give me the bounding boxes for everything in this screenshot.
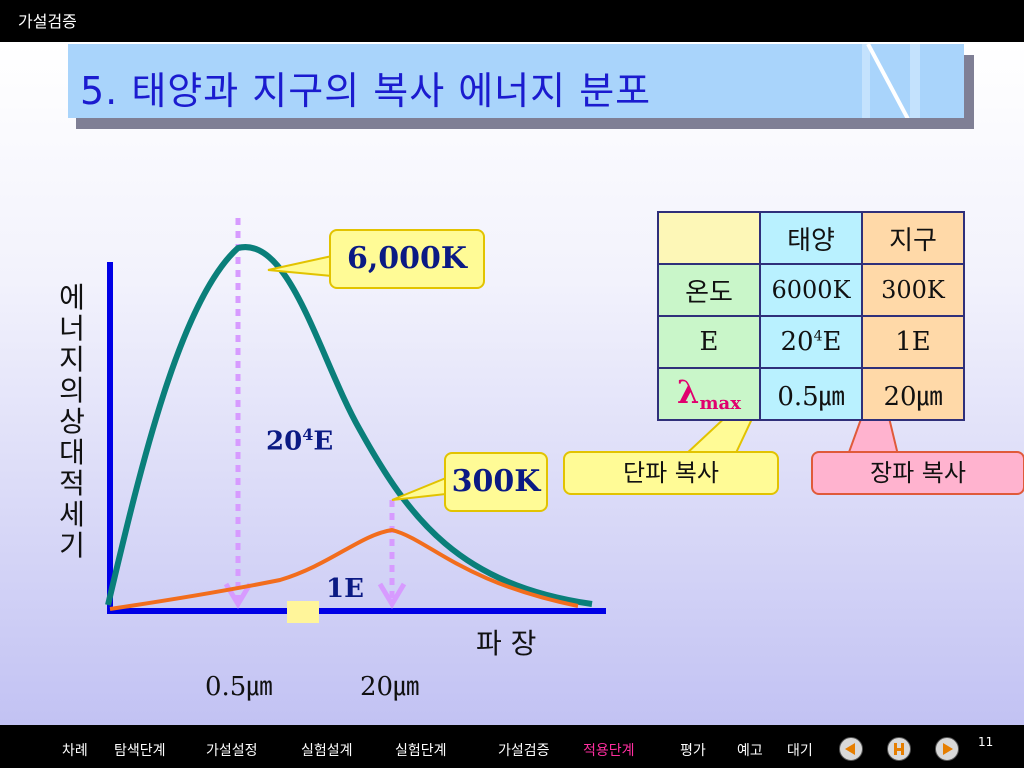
table-row: 온도 6000K 300K [657, 263, 965, 317]
nav-item-contents[interactable]: 차례 [62, 743, 88, 759]
nav-item-evaluation[interactable]: 평가 [680, 743, 706, 759]
home-icon [894, 743, 904, 755]
table-header-earth: 지구 [861, 211, 965, 265]
cell-sun-temp: 6000K [759, 263, 863, 317]
prev-button[interactable] [839, 737, 863, 761]
table-row: E 204E 1E [657, 315, 965, 369]
bottom-nav-bar: 차례 탐색단계 가설설정 실험설계 실험단계 가설검증 적용단계 평가 예고 대… [0, 725, 1024, 768]
nav-item-standby[interactable]: 대기 [787, 743, 813, 759]
nav-item-experiment-design[interactable]: 실험설계 [301, 743, 353, 759]
x-axis-label: 파 장 [476, 627, 537, 660]
row-label-energy: E [657, 315, 761, 369]
row-label-temp: 온도 [657, 263, 761, 317]
curve-earth [109, 527, 579, 611]
pointer-earth [391, 476, 447, 501]
nav-item-experiment[interactable]: 실험단계 [395, 743, 447, 759]
earth-energy-label: 1E [326, 574, 364, 604]
nav-item-hypothesis-setup[interactable]: 가설설정 [206, 743, 258, 759]
x-tick-sun: 0.5㎛ [205, 672, 273, 702]
arrow-left-icon [845, 743, 855, 755]
title-banner: 5. 태양과 지구의 복사 에너지 분포 [68, 44, 964, 118]
marker-earth-arrow [377, 582, 407, 609]
cell-earth-energy: 1E [861, 315, 965, 369]
nav-item-application[interactable]: 적용단계 [583, 743, 635, 759]
nav-item-hypothesis-test[interactable]: 가설검증 [498, 743, 550, 759]
cell-sun-energy: 204E [759, 315, 863, 369]
axis-highlight [287, 601, 319, 623]
cell-earth-lambda: 20㎛ [861, 367, 965, 421]
section-label: 가설검증 [18, 12, 77, 31]
cell-earth-temp: 300K [861, 263, 965, 317]
top-bar: 가설검증 [0, 0, 1024, 42]
slide-title: 5. 태양과 지구의 복사 에너지 분포 [80, 69, 652, 113]
table-header-sun: 태양 [759, 211, 863, 265]
page-number: 11 [978, 735, 994, 749]
sun-energy-label: 204E [266, 425, 334, 457]
callout-earth-temp: 300K [444, 452, 548, 512]
table-header-row: 태양 지구 [657, 211, 965, 265]
table-header-empty [657, 211, 761, 265]
next-button[interactable] [935, 737, 959, 761]
callout-shortwave: 단파 복사 [563, 451, 779, 495]
table-row: λmax 0.5㎛ 20㎛ [657, 367, 965, 421]
comparison-table: 태양 지구 온도 6000K 300K E 204E 1E λmax 0.5㎛ … [657, 211, 965, 421]
x-tick-earth: 20㎛ [360, 672, 420, 702]
curve-sun [105, 244, 593, 607]
row-label-lambda: λmax [657, 367, 761, 421]
y-axis-label: 에너지의 상대적 세기 [59, 281, 85, 562]
home-button[interactable] [887, 737, 911, 761]
arrow-right-icon [943, 743, 953, 755]
nav-item-explore[interactable]: 탐색단계 [114, 743, 166, 759]
cell-sun-lambda: 0.5㎛ [759, 367, 863, 421]
nav-item-preview[interactable]: 예고 [737, 743, 763, 759]
callout-longwave: 장파 복사 [811, 451, 1024, 495]
title-decoration [862, 44, 920, 118]
callout-sun-temp: 6,000K [329, 229, 485, 289]
